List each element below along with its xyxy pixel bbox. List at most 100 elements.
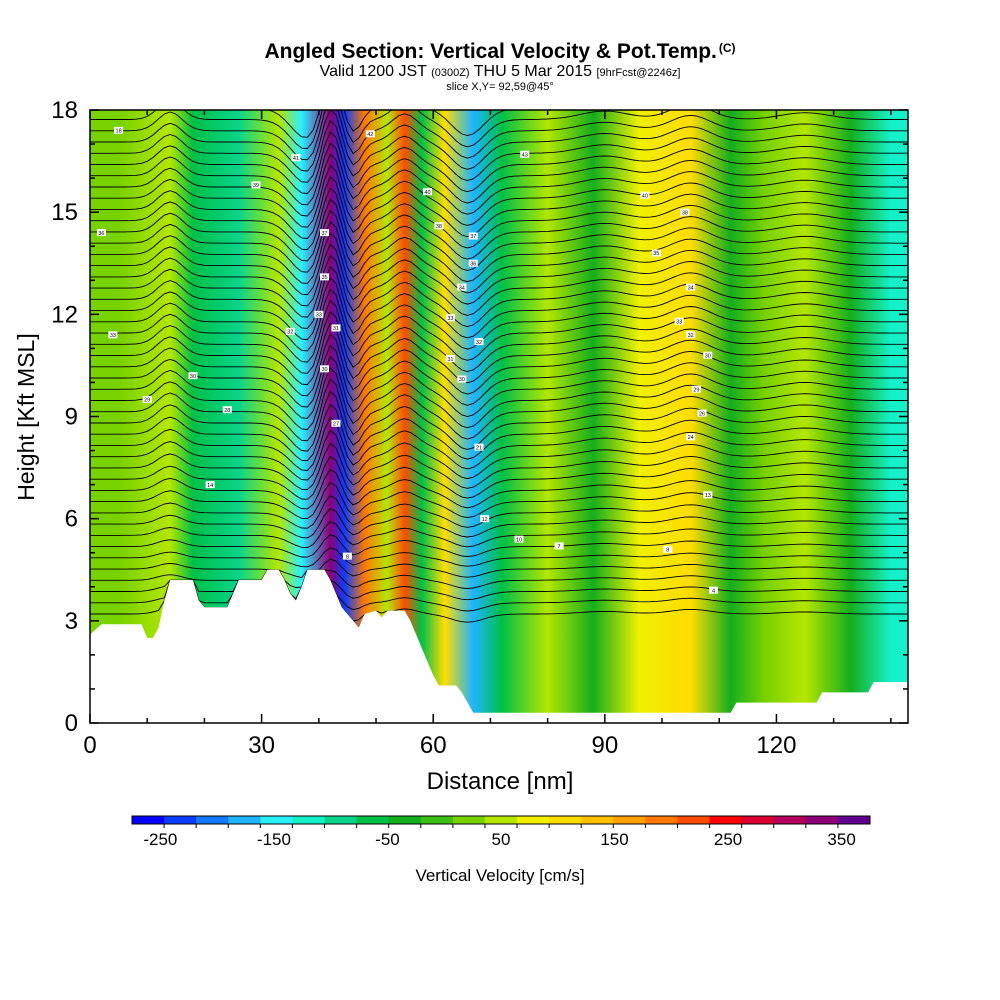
isentrope-25 <box>90 299 908 363</box>
colorbar-tick-label-1: -150 <box>257 830 291 849</box>
svg-text:10: 10 <box>516 537 522 543</box>
y-tick-label-5: 15 <box>51 199 78 226</box>
contour-label-2: 33 <box>108 331 118 339</box>
isentrope-21 <box>90 344 908 408</box>
isentrope-7 <box>90 521 908 548</box>
x-tick-label-2: 60 <box>420 732 447 759</box>
colorbar-tick-label-3: 50 <box>492 830 511 849</box>
isentrope-37 <box>90 164 908 228</box>
contour-label-43: 8 <box>663 545 673 554</box>
svg-text:30: 30 <box>459 377 465 383</box>
contour-label-24: 32 <box>474 338 484 346</box>
svg-text:31: 31 <box>333 326 339 332</box>
contour-label-27: 21 <box>474 443 484 451</box>
contour-label-38: 30 <box>703 351 713 359</box>
contour-label-29: 10 <box>514 535 524 543</box>
contour-label-16: 42 <box>365 130 375 138</box>
svg-text:41: 41 <box>293 156 299 162</box>
isentrope-11 <box>90 468 908 510</box>
contour-label-15: 27 <box>331 419 341 428</box>
svg-text:32: 32 <box>688 333 694 339</box>
svg-text:32: 32 <box>476 340 482 346</box>
x-axis-label: Distance [nm] <box>427 768 574 795</box>
contour-label-21: 36 <box>468 259 478 267</box>
colorbar-swatch-18 <box>709 816 743 824</box>
contour-label-25: 31 <box>445 355 455 363</box>
svg-text:42: 42 <box>367 132 373 138</box>
colorbar-swatch-20 <box>773 816 807 824</box>
contour-label-26: 30 <box>457 375 467 383</box>
colorbar-swatch-0 <box>132 816 165 824</box>
x-tick-label-0: 0 <box>83 732 96 759</box>
contour-label-4: 30 <box>188 372 198 380</box>
isentrope-8 <box>90 508 908 539</box>
plot-area: 18 36 33 29 30 28 14 39 41 32 37 35 33 30 31 27 42 8 40 38 3… <box>90 110 908 723</box>
isentrope-19 <box>90 367 908 430</box>
colorbar-swatch-14 <box>581 816 614 824</box>
slice-info: slice X,Y= 92,59@45° <box>446 81 554 93</box>
isentrope-44 <box>90 110 908 150</box>
copyright-mark: (C) <box>718 41 736 55</box>
isentrope-6 <box>90 534 908 558</box>
x-tick-label-4: 120 <box>756 732 796 759</box>
svg-text:33: 33 <box>110 333 116 339</box>
svg-text:38: 38 <box>436 224 442 230</box>
contour-label-1: 36 <box>96 229 106 237</box>
isentrope-5 <box>90 547 908 568</box>
contour-label-9: 32 <box>285 327 295 336</box>
svg-text:33: 33 <box>676 319 682 325</box>
contour-label-10: 37 <box>320 229 330 237</box>
y-tick-label-0: 0 <box>65 710 78 737</box>
isentrope-41 <box>90 119 908 183</box>
colorbar-swatch-19 <box>741 816 775 824</box>
isentrope-27 <box>90 277 908 341</box>
contour-label-35: 34 <box>686 283 696 291</box>
y-tick-label-1: 3 <box>65 608 78 635</box>
valid-date: THU 5 Mar 2015 <box>473 63 593 80</box>
contour-label-30: 7 <box>554 542 564 550</box>
valid-time-line: Valid 1200 JST (0300Z) THU 5 Mar 2015 [9… <box>0 64 1000 81</box>
svg-text:32: 32 <box>287 330 293 336</box>
contour-label-8: 41 <box>291 154 301 162</box>
colorbar-swatch-8 <box>388 816 422 824</box>
svg-text:36: 36 <box>98 231 104 237</box>
contour-label-19: 38 <box>434 222 444 230</box>
svg-text:29: 29 <box>144 398 150 404</box>
valid-time: Valid 1200 JST <box>319 63 427 80</box>
contour-label-11: 35 <box>320 273 330 281</box>
isentrope-34 <box>90 198 908 262</box>
contour-label-42: 13 <box>703 491 713 499</box>
contour-label-37: 32 <box>686 331 696 339</box>
isentrope-29 <box>90 254 908 318</box>
svg-text:30: 30 <box>190 374 196 380</box>
isentrope-36 <box>90 176 908 239</box>
contour-label-7: 39 <box>251 181 261 189</box>
svg-text:40: 40 <box>642 193 648 199</box>
isentrope-3 <box>90 569 908 589</box>
isentrope-23 <box>90 322 908 386</box>
svg-text:43: 43 <box>522 152 528 158</box>
isentrope-43 <box>90 110 908 161</box>
svg-text:26: 26 <box>699 411 705 417</box>
contour-label-40: 26 <box>697 409 707 417</box>
contour-label-14: 31 <box>331 324 341 332</box>
isentrope-16 <box>90 403 908 462</box>
colorbar-tick-label-5: 250 <box>714 830 742 849</box>
svg-text:39: 39 <box>253 183 259 189</box>
pot-temp-contours <box>90 110 908 623</box>
colorbar-tick-label-4: 150 <box>600 830 628 849</box>
svg-text:8: 8 <box>666 548 669 554</box>
contour-label-31: 43 <box>520 150 530 158</box>
chart-title-text: Angled Section: Vertical Velocity & Pot.… <box>264 40 717 63</box>
colorbar-swatch-12 <box>517 816 550 824</box>
contour-label-32: 40 <box>640 191 650 199</box>
colorbar-swatch-7 <box>356 816 390 824</box>
colorbar: -250 -150 -50 50 150 250 350 <box>131 815 871 849</box>
svg-text:27: 27 <box>333 422 339 428</box>
contour-label-6: 14 <box>205 481 215 489</box>
forecast-info: [9hrFcst@2246z] <box>596 67 681 79</box>
svg-text:12: 12 <box>482 517 488 523</box>
chart-title: Angled Section: Vertical Velocity & Pot.… <box>0 36 1000 64</box>
isentrope-42 <box>90 110 908 172</box>
colorbar-swatch-16 <box>645 816 678 824</box>
